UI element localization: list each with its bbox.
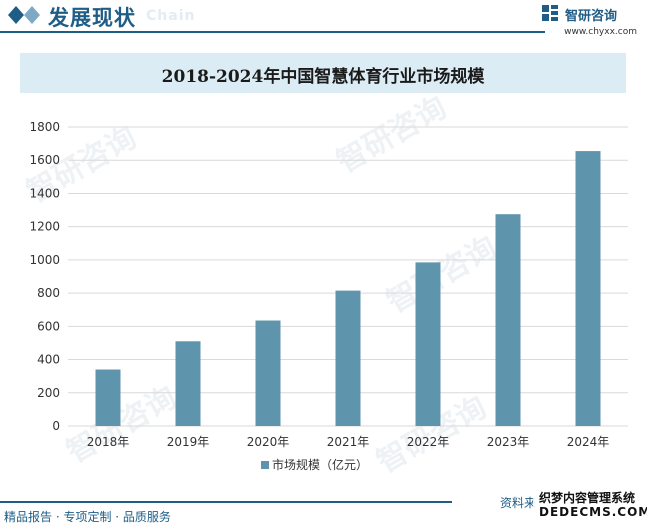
bar — [95, 369, 121, 426]
y-tick-label: 1000 — [29, 253, 60, 267]
header: 发展现状 Chain — [0, 0, 647, 34]
bar — [175, 341, 201, 426]
x-tick-label: 2023年 — [487, 435, 530, 449]
x-tick-label: 2020年 — [247, 435, 290, 449]
footer-tagline: 精品报告 · 专项定制 · 品质服务 — [4, 510, 171, 524]
section-title-en: Chain — [146, 8, 196, 24]
footer-source: 资料来 — [500, 496, 537, 510]
x-tick-label: 2021年 — [327, 435, 370, 449]
brand-mark-icon — [542, 5, 558, 21]
y-tick-label: 0 — [52, 419, 60, 433]
bar — [415, 262, 441, 426]
y-tick-label: 600 — [37, 319, 60, 333]
site-stamp: 织梦内容管理系统 DEDECMS.COM — [533, 487, 647, 524]
x-tick-label: 2018年 — [87, 435, 130, 449]
bar — [335, 290, 361, 426]
stamp-line1: 织梦内容管理系统 — [539, 491, 636, 505]
x-tick-label: 2022年 — [407, 435, 450, 449]
y-tick-label: 1600 — [29, 153, 60, 167]
y-tick-label: 1400 — [29, 186, 60, 200]
section-title: 发展现状 — [48, 6, 136, 30]
y-tick-label: 200 — [37, 386, 60, 400]
header-rule — [0, 31, 545, 33]
legend-swatch — [261, 461, 269, 469]
brand-url: www.chyxx.com — [564, 27, 637, 37]
legend: 市场规模（亿元） — [261, 457, 368, 472]
y-axis-ticks: 0 200 400 600 800 1000 1200 1400 1600 1800 — [29, 120, 60, 433]
legend-label: 市场规模（亿元） — [272, 457, 368, 472]
diamond-logo-icon — [8, 6, 40, 24]
chart-title: 2018-2024年中国智慧体育行业市场规模 — [161, 67, 485, 87]
x-tick-label: 2019年 — [167, 435, 210, 449]
y-tick-label: 400 — [37, 353, 60, 367]
bar — [575, 151, 601, 426]
y-tick-label: 1200 — [29, 220, 60, 234]
chart-title-banner: 2018-2024年中国智慧体育行业市场规模 — [20, 53, 626, 93]
y-tick-label: 1800 — [29, 120, 60, 134]
x-axis-ticks: 2018年 2019年 2020年 2021年 2022年 2023年 2024年 — [87, 435, 610, 449]
bar — [255, 320, 281, 426]
footer-rule — [0, 501, 452, 503]
bars — [95, 151, 601, 426]
brand-name: 智研咨询 — [565, 9, 618, 24]
y-tick-label: 800 — [37, 286, 60, 300]
stamp-line2: DEDECMS.COM — [539, 505, 647, 519]
brand-logo: 智研咨询 — [541, 4, 633, 24]
bar — [495, 214, 521, 426]
x-tick-label: 2024年 — [567, 435, 610, 449]
